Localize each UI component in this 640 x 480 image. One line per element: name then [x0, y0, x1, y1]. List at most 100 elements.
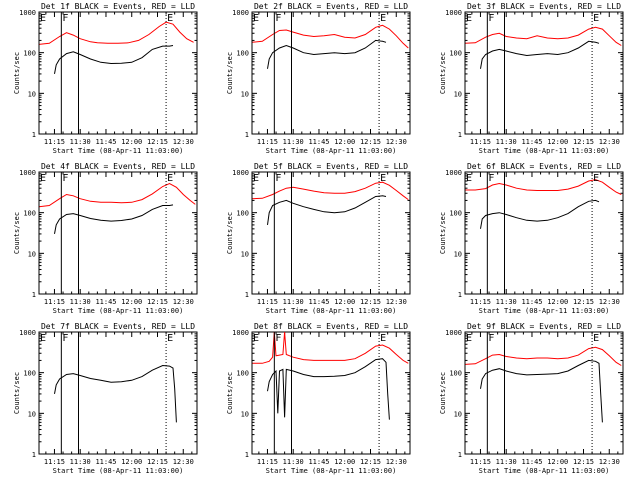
x-tick-label: 11:30: [283, 138, 304, 146]
events-series-line: [267, 195, 387, 225]
events-series-line: [54, 364, 177, 423]
lld-series-line: [464, 26, 622, 46]
events-series-line: [54, 204, 174, 234]
x-tick-label: 12:30: [173, 138, 194, 146]
panel-title: Det 6f BLACK = Events, RED = LLD: [467, 162, 621, 171]
y-tick-label: 1000: [19, 169, 36, 177]
y-tick-label: 10: [454, 250, 462, 258]
y-tick-label: 10: [241, 410, 249, 418]
y-tick-label: 100: [23, 210, 36, 218]
x-tick-label: 11:45: [521, 138, 542, 146]
x-tick-label: 11:15: [44, 458, 65, 466]
y-axis-label: Counts/sec: [13, 372, 21, 414]
y-tick-label: 10: [241, 250, 249, 258]
panel-det-9: Det 9f BLACK = Events, RED = LLD 1 10 100 10…: [439, 322, 624, 475]
x-tick-label: 11:45: [308, 138, 329, 146]
x-tick-label: 11:30: [70, 458, 91, 466]
x-tick-label: 11:45: [521, 298, 542, 306]
y-tick-label: 1000: [445, 9, 462, 17]
x-tick-label: 12:00: [121, 138, 142, 146]
x-axis-label: Start Time (08-Apr-11 11:03:00): [479, 467, 610, 475]
x-tick-label: 11:15: [257, 138, 278, 146]
x-axis-label: Start Time (08-Apr-11 11:03:00): [266, 467, 397, 475]
x-axis-label: Start Time (08-Apr-11 11:03:00): [266, 147, 397, 155]
x-tick-label: 11:15: [44, 298, 65, 306]
x-axis-label: Start Time (08-Apr-11 11:03:00): [266, 307, 397, 315]
x-tick-label: 12:30: [386, 298, 407, 306]
y-tick-label: 10: [454, 90, 462, 98]
x-tick-label: 11:30: [283, 298, 304, 306]
event-marker-label: E: [253, 13, 259, 24]
x-tick-label: 12:00: [547, 458, 568, 466]
y-tick-label: 1000: [445, 169, 462, 177]
event-marker-label: F: [488, 333, 494, 344]
lld-series-line: [38, 21, 194, 45]
x-axis-label: Start Time (08-Apr-11 11:03:00): [53, 147, 184, 155]
panel-det-2: Det 2f BLACK = Events, RED = LLD 1 10 100 10…: [226, 2, 411, 155]
event-marker-label: E: [380, 333, 386, 344]
y-axis-label: Counts/sec: [13, 52, 21, 94]
y-tick-label: 100: [23, 50, 36, 58]
y-tick-label: 1000: [232, 169, 249, 177]
event-marker-label: F: [275, 173, 281, 184]
x-tick-label: 12:30: [386, 138, 407, 146]
x-axis-label: Start Time (08-Apr-11 11:03:00): [479, 147, 610, 155]
panel-det-8: Det 8f BLACK = Events, RED = LLD 1 10 100 10…: [226, 322, 411, 475]
x-tick-label: 12:15: [573, 458, 594, 466]
x-tick-label: 11:30: [283, 458, 304, 466]
event-marker-label: E: [40, 173, 46, 184]
event-marker-label: F: [275, 333, 281, 344]
event-marker-label: F: [62, 13, 68, 24]
panel-title: Det 1f BLACK = Events, RED = LLD: [41, 2, 195, 11]
event-marker-label: F: [275, 13, 281, 24]
x-tick-label: 11:30: [70, 138, 91, 146]
event-marker-label: E: [593, 13, 599, 24]
x-tick-label: 11:15: [44, 138, 65, 146]
panel-det-7: Det 7f BLACK = Events, RED = LLD 1 10 100 10…: [13, 322, 198, 475]
y-tick-label: 1: [245, 291, 249, 299]
y-axis-label: Counts/sec: [439, 372, 447, 414]
x-tick-label: 11:30: [496, 298, 517, 306]
x-tick-label: 12:15: [360, 298, 381, 306]
y-tick-label: 10: [28, 90, 36, 98]
y-tick-label: 1: [245, 451, 249, 459]
x-tick-label: 12:00: [334, 458, 355, 466]
y-tick-label: 1000: [445, 329, 462, 337]
y-axis-label: Counts/sec: [439, 52, 447, 94]
y-axis-label: Counts/sec: [439, 212, 447, 254]
y-tick-label: 1000: [232, 329, 249, 337]
y-tick-label: 1000: [232, 9, 249, 17]
x-tick-label: 12:00: [334, 138, 355, 146]
plot-frame: [38, 331, 198, 455]
x-axis-label: Start Time (08-Apr-11 11:03:00): [53, 467, 184, 475]
event-marker-label: E: [253, 333, 259, 344]
x-tick-label: 12:00: [121, 298, 142, 306]
event-marker-label: E: [167, 173, 173, 184]
lld-series-line: [251, 24, 409, 49]
x-tick-label: 11:30: [496, 138, 517, 146]
events-series-line: [480, 199, 600, 229]
panel-det-3: Det 3f BLACK = Events, RED = LLD 1 10 100 10…: [439, 2, 624, 155]
y-tick-label: 100: [449, 50, 462, 58]
x-tick-label: 11:15: [470, 138, 491, 146]
panel-title: Det 5f BLACK = Events, RED = LLD: [254, 162, 408, 171]
x-tick-label: 11:45: [95, 458, 116, 466]
panel-title: Det 7f BLACK = Events, RED = LLD: [41, 322, 195, 331]
x-tick-label: 11:15: [470, 458, 491, 466]
x-tick-label: 12:30: [173, 458, 194, 466]
y-tick-label: 1: [32, 291, 36, 299]
panel-det-4: Det 4f BLACK = Events, RED = LLD 1 10 100 10…: [13, 162, 198, 315]
x-tick-label: 12:15: [573, 138, 594, 146]
x-tick-label: 11:15: [470, 298, 491, 306]
x-tick-label: 12:30: [599, 458, 620, 466]
panel-title: Det 4f BLACK = Events, RED = LLD: [41, 162, 195, 171]
x-tick-label: 12:15: [360, 458, 381, 466]
event-marker-label: F: [62, 333, 68, 344]
event-marker-label: E: [466, 333, 472, 344]
x-tick-label: 12:15: [147, 458, 168, 466]
panel-title: Det 2f BLACK = Events, RED = LLD: [254, 2, 408, 11]
y-axis-label: Counts/sec: [226, 52, 234, 94]
event-marker-label: E: [167, 13, 173, 24]
y-axis-label: Counts/sec: [13, 212, 21, 254]
lld-series-line: [464, 346, 622, 366]
